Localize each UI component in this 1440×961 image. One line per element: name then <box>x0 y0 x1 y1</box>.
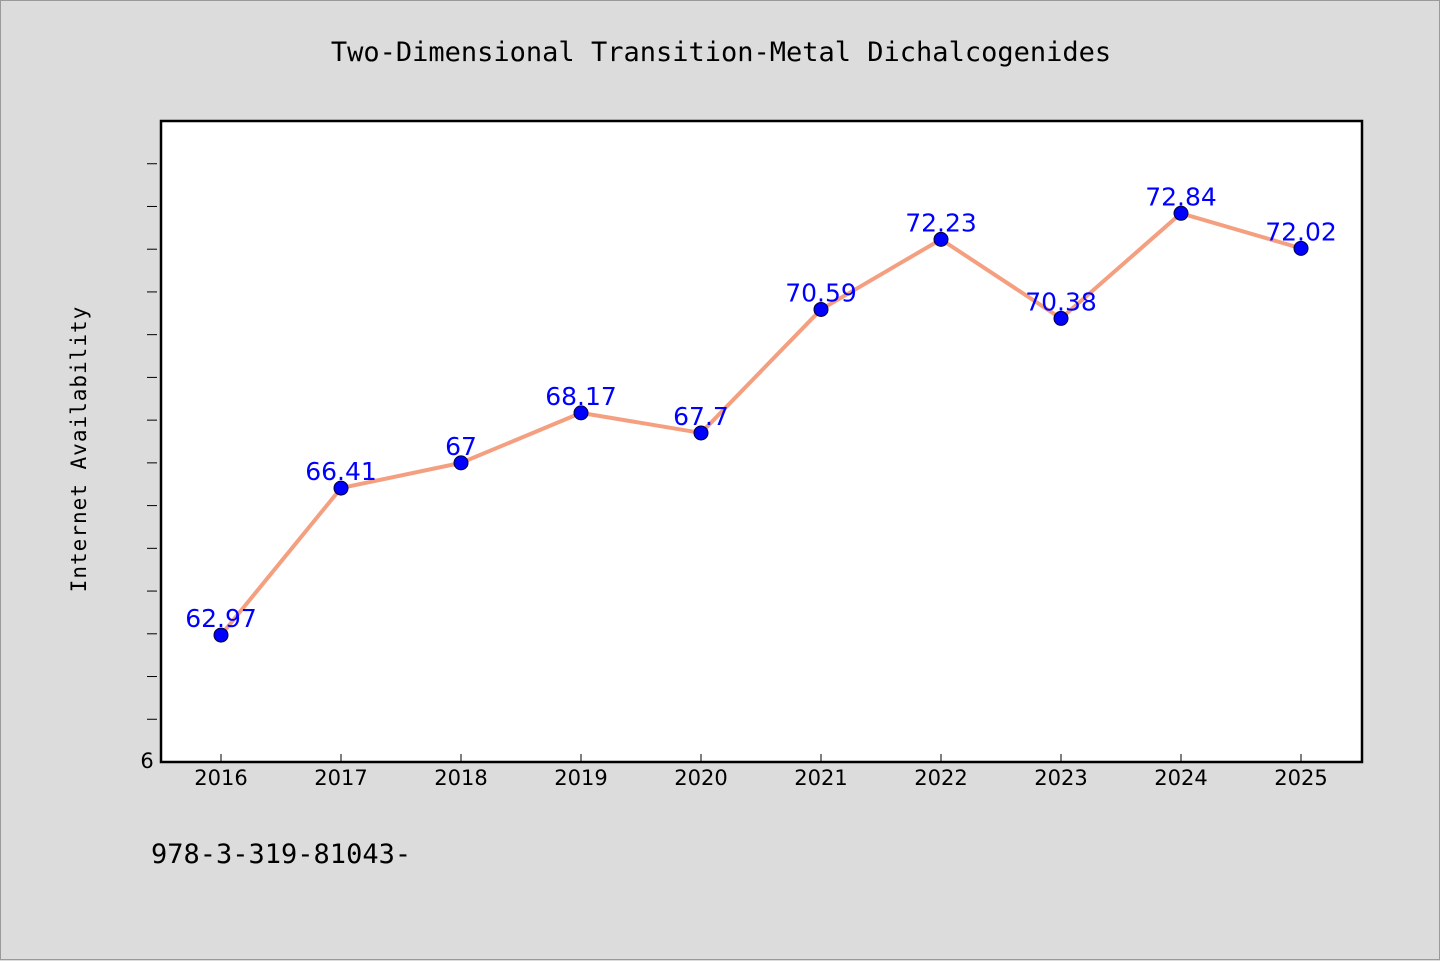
x-tick-label: 2018 <box>434 766 487 790</box>
y-tick-label: 6 <box>140 749 153 773</box>
y-axis-label: Internet Availability <box>67 306 91 593</box>
data-label: 62.97 <box>185 604 257 633</box>
x-axis-ticks: 2016 2017 2018 2019 2020 2021 2022 2023 2024 2025 <box>194 754 1328 790</box>
data-label: 70.59 <box>785 278 857 307</box>
data-point <box>453 455 469 471</box>
x-tick-label: 2017 <box>314 766 367 790</box>
x-tick-label: 2024 <box>1154 766 1207 790</box>
y-axis-ticks <box>147 163 157 720</box>
x-tick-label: 2019 <box>554 766 607 790</box>
data-point <box>693 425 709 441</box>
data-label: 72.84 <box>1145 182 1217 211</box>
data-label: 67.7 <box>673 402 729 431</box>
data-point <box>933 231 949 247</box>
x-tick-label: 2020 <box>674 766 727 790</box>
x-tick-label: 2025 <box>1274 766 1327 790</box>
data-point <box>1293 240 1309 256</box>
x-tick-label: 2016 <box>194 766 247 790</box>
data-point <box>1053 310 1069 326</box>
data-point <box>1173 205 1189 221</box>
series-line <box>219 211 1303 638</box>
data-label: 72.23 <box>905 208 977 237</box>
data-label: 72.02 <box>1265 217 1337 246</box>
data-label: 68.17 <box>545 382 617 411</box>
x-tick-label: 2022 <box>914 766 967 790</box>
x-tick-label: 2021 <box>794 766 847 790</box>
data-point <box>813 301 829 317</box>
data-label: 70.38 <box>1025 287 1097 316</box>
data-point <box>333 480 349 496</box>
chart-title: Two-Dimensional Transition-Metal Dichalc… <box>331 37 1111 68</box>
data-label: 67 <box>445 432 477 461</box>
data-point <box>573 405 589 421</box>
series-internet-availability: 62.97 66.41 67 68.17 67.7 70.59 72.23 70.38 72.8… <box>185 182 1337 643</box>
isbn-footer: 978-3-319-81043- <box>151 839 411 870</box>
data-point <box>213 627 229 643</box>
data-label: 66.41 <box>305 457 377 486</box>
x-tick-label: 2023 <box>1034 766 1087 790</box>
